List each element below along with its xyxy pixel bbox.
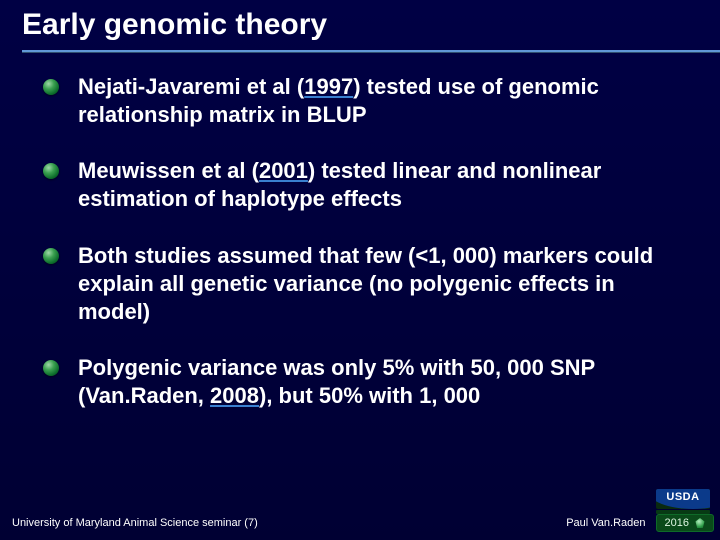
footer-left: University of Maryland Animal Science se… xyxy=(0,517,566,529)
usda-logo xyxy=(654,478,712,514)
bullet-text: Both studies assumed that few (<1, 000) … xyxy=(78,242,680,326)
bullet-pre: Meuwissen et al ( xyxy=(78,158,259,183)
footer-year-badge: 2016 xyxy=(656,514,714,532)
list-item: Polygenic variance was only 5% with 50, … xyxy=(42,354,680,410)
footer-year: 2016 xyxy=(665,517,689,529)
bullet-list: Nejati-Javaremi et al (1997) tested use … xyxy=(0,53,720,410)
bullet-text: Meuwissen et al (2001) tested linear and… xyxy=(78,157,680,213)
bullet-post: ), but 50% with 1, 000 xyxy=(259,383,480,408)
bullet-year: 2008 xyxy=(210,383,259,408)
list-item: Meuwissen et al (2001) tested linear and… xyxy=(42,157,680,213)
usda-mark-icon xyxy=(656,489,710,509)
title-area: Early genomic theory xyxy=(0,0,720,53)
bullet-text: Nejati-Javaremi et al (1997) tested use … xyxy=(78,73,680,129)
bullet-year: 1997 xyxy=(304,74,353,99)
list-item: Both studies assumed that few (<1, 000) … xyxy=(42,242,680,326)
footer: University of Maryland Animal Science se… xyxy=(0,512,720,534)
bullet-pre: Nejati-Javaremi et al ( xyxy=(78,74,304,99)
leaf-icon xyxy=(695,518,705,528)
slide: Early genomic theory Nejati-Javaremi et … xyxy=(0,0,720,540)
slide-title: Early genomic theory xyxy=(22,8,720,48)
bullet-icon xyxy=(42,162,60,180)
bullet-post: Both studies assumed that few (<1, 000) … xyxy=(78,243,653,324)
bullet-icon xyxy=(42,78,60,96)
bullet-icon xyxy=(42,247,60,265)
footer-author: Paul Van.Raden xyxy=(566,517,655,529)
bullet-text: Polygenic variance was only 5% with 50, … xyxy=(78,354,680,410)
list-item: Nejati-Javaremi et al (1997) tested use … xyxy=(42,73,680,129)
bullet-icon xyxy=(42,359,60,377)
bullet-year: 2001 xyxy=(259,158,308,183)
